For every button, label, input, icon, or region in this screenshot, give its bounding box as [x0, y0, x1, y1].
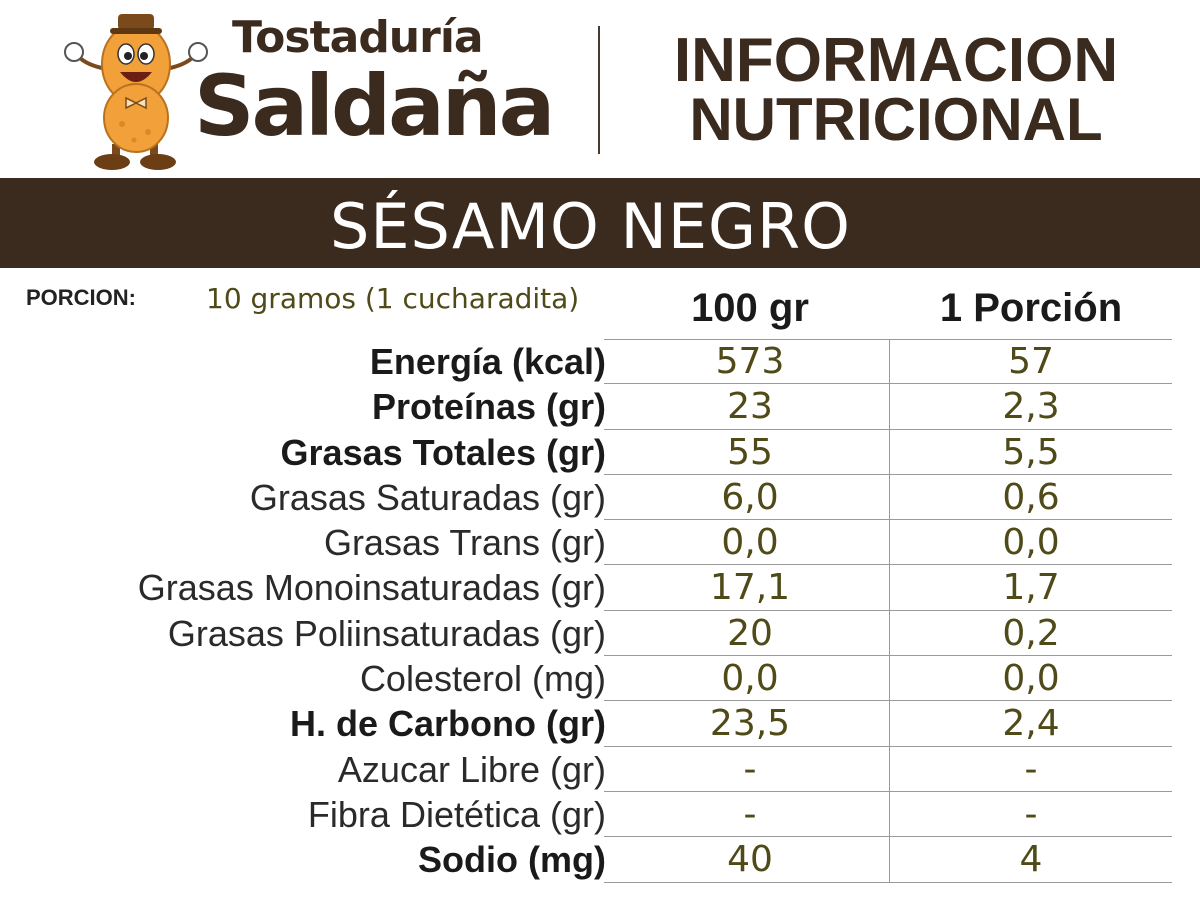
table-row: Energía (kcal) 573 57	[0, 339, 1200, 385]
value-per-portion: 0,6	[1002, 476, 1060, 518]
value-per-portion: -	[1024, 793, 1038, 835]
nutrient-label: Azucar Libre (gr)	[337, 748, 606, 790]
table-row: Grasas Poliinsaturadas (gr) 20 0,2	[0, 611, 1200, 657]
row-rule	[604, 655, 1172, 657]
row-rule	[604, 836, 1172, 838]
nutrient-label: Sodio (mg)	[418, 839, 606, 881]
value-per-portion: 1,7	[1002, 567, 1060, 609]
heading-line1: INFORMACION	[673, 26, 1119, 95]
table-row: H. de Carbono (gr) 23,5 2,4	[0, 701, 1200, 747]
nutrient-label: Energía (kcal)	[369, 341, 606, 382]
row-rule	[604, 383, 1172, 385]
value-per-100gr: 20	[727, 612, 773, 654]
table-top-rule	[604, 339, 1172, 340]
row-rule	[604, 745, 1172, 747]
table-row: Colesterol (mg) 0,0 0,0	[0, 656, 1200, 702]
nutrition-table: Energía (kcal) 573 57 Proteínas (gr) 23 2,3 Gr…	[0, 339, 1200, 883]
nutrient-label: Grasas Poliinsaturadas (gr)	[167, 612, 606, 654]
nutrient-label: Grasas Monoinsaturadas (gr)	[137, 567, 606, 609]
value-per-portion: -	[1024, 748, 1038, 790]
value-per-portion: 4	[1019, 839, 1043, 881]
table-row: Sodio (mg) 40 4	[0, 837, 1200, 883]
value-per-100gr: 23	[727, 386, 773, 428]
value-per-100gr: -	[743, 793, 757, 835]
row-rule	[604, 609, 1172, 611]
value-per-100gr: 55	[727, 431, 773, 473]
nutrient-label: Proteínas (gr)	[371, 386, 606, 428]
value-per-100gr: 40	[727, 839, 773, 881]
value-per-portion: 0,2	[1002, 612, 1060, 654]
brand-name-line2: Saldaña	[194, 57, 555, 155]
peanut-mascot-icon	[64, 14, 208, 170]
table-row: Grasas Totales (gr) 55 5,5	[0, 430, 1200, 475]
row-rule	[604, 428, 1172, 430]
table-row: Grasas Saturadas (gr) 6,0 0,6	[0, 475, 1200, 521]
nutrient-label: Fibra Dietética (gr)	[307, 793, 606, 835]
table-row: Fibra Dietética (gr) - -	[0, 792, 1200, 838]
table-row: Azucar Libre (gr) - -	[0, 747, 1200, 792]
value-per-portion: 2,4	[1002, 703, 1060, 745]
table-row: Grasas Monoinsaturadas (gr) 17,1 1,7	[0, 565, 1200, 611]
header: Tostaduría Saldaña INFORMACION NUTRICION…	[0, 0, 1200, 178]
value-per-portion: 2,3	[1002, 386, 1060, 428]
value-per-100gr: 6,0	[721, 476, 779, 518]
value-per-100gr: 573	[715, 341, 785, 382]
row-rule	[604, 564, 1172, 566]
table-column-divider	[889, 339, 890, 883]
row-rule	[604, 473, 1172, 475]
portion-value: 10 gramos (1 cucharadita)	[206, 282, 580, 315]
row-rule	[604, 700, 1172, 702]
value-per-portion: 57	[1008, 341, 1054, 382]
value-per-100gr: 17,1	[709, 567, 791, 609]
nutrient-label: Grasas Totales (gr)	[280, 431, 606, 473]
value-per-portion: 0,0	[1002, 658, 1060, 700]
table-row: Grasas Trans (gr) 0,0 0,0	[0, 520, 1200, 566]
brand-name-line1: Tostaduría	[232, 12, 484, 63]
product-name: SÉSAMO NEGRO	[330, 190, 851, 263]
row-rule	[604, 790, 1172, 792]
nutrient-label: Grasas Saturadas (gr)	[249, 476, 606, 518]
heading-line2: NUTRICIONAL	[689, 86, 1103, 153]
row-rule	[604, 881, 1172, 883]
value-per-100gr: 23,5	[709, 703, 791, 745]
table-row: Proteínas (gr) 23 2,3	[0, 384, 1200, 430]
value-per-100gr: 0,0	[721, 658, 779, 700]
value-per-portion: 5,5	[1002, 431, 1060, 473]
row-rule	[604, 519, 1172, 521]
column-header-portion: 1 Porción	[939, 286, 1123, 330]
product-banner: SÉSAMO NEGRO	[0, 178, 1200, 268]
portion-label: PORCION:	[26, 285, 136, 310]
nutrient-label: H. de Carbono (gr)	[290, 703, 606, 745]
column-header-100gr: 100 gr	[691, 286, 809, 330]
nutrient-label: Grasas Trans (gr)	[323, 522, 606, 564]
value-per-100gr: 0,0	[721, 522, 779, 564]
value-per-portion: 0,0	[1002, 522, 1060, 564]
header-divider	[598, 26, 600, 154]
nutrient-label: Colesterol (mg)	[359, 658, 606, 700]
value-per-100gr: -	[743, 748, 757, 790]
page-heading: INFORMACION NUTRICIONAL	[636, 30, 1156, 150]
